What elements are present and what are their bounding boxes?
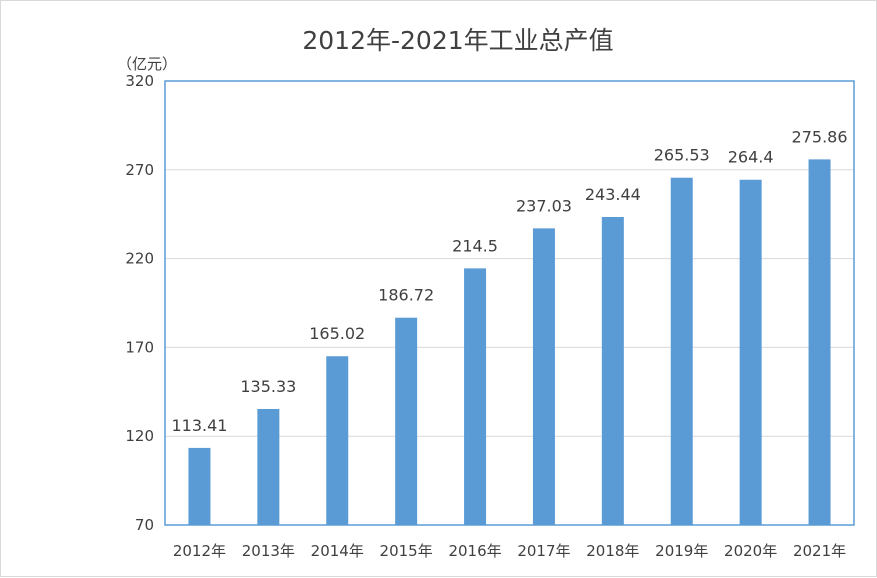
bar: [808, 159, 831, 525]
x-tick-label: 2014年: [311, 542, 364, 560]
data-label: 265.53: [654, 146, 710, 165]
bar: [739, 179, 762, 525]
x-tick-label: 2016年: [448, 542, 501, 560]
y-axis-tick-labels: 70 120 170 220 270 320: [125, 72, 154, 534]
y-tick-label: 70: [135, 516, 154, 534]
bar: [395, 317, 418, 525]
x-tick-label: 2019年: [655, 542, 708, 560]
x-axis-tick-labels: 2012年 2013年 2014年 2015年 2016年 2017年 2018年 2019年…: [173, 542, 846, 560]
data-label: 165.02: [309, 324, 365, 343]
bars: [188, 159, 831, 526]
x-tick-label: 2017年: [517, 542, 570, 560]
x-tick-label: 2012年: [173, 542, 226, 560]
bar: [326, 356, 349, 525]
bar: [464, 268, 487, 525]
y-tick-label: 270: [125, 161, 154, 179]
x-tick-label: 2015年: [380, 542, 433, 560]
x-tick-label: 2020年: [724, 542, 777, 560]
bar: [532, 228, 555, 525]
bar: [188, 447, 211, 525]
y-tick-label: 220: [125, 250, 154, 268]
bar: [257, 408, 280, 525]
y-tick-label: 170: [125, 338, 154, 356]
data-label: 275.86: [792, 127, 848, 146]
x-tick-label: 2013年: [242, 542, 295, 560]
data-label: 135.33: [240, 377, 296, 396]
x-tick-label: 2018年: [586, 542, 639, 560]
data-label: 243.44: [585, 185, 641, 204]
y-axis-unit-label: （亿元）: [117, 55, 177, 73]
x-tick-label: 2021年: [793, 542, 846, 560]
plot-area-border: [164, 80, 855, 526]
data-label: 237.03: [516, 196, 572, 215]
y-tick-label: 320: [125, 72, 154, 90]
y-tick-label: 120: [125, 427, 154, 445]
data-label: 264.4: [728, 148, 774, 167]
data-labels: 113.41 135.33 165.02 186.72 214.5 237.03 243.4…: [171, 127, 847, 435]
chart-title: 2012年-2021年工业总产值: [302, 26, 613, 55]
bar: [670, 177, 693, 526]
data-label: 214.5: [452, 236, 498, 255]
data-label: 113.41: [171, 416, 227, 435]
data-label: 186.72: [378, 286, 434, 305]
bar: [601, 216, 624, 525]
